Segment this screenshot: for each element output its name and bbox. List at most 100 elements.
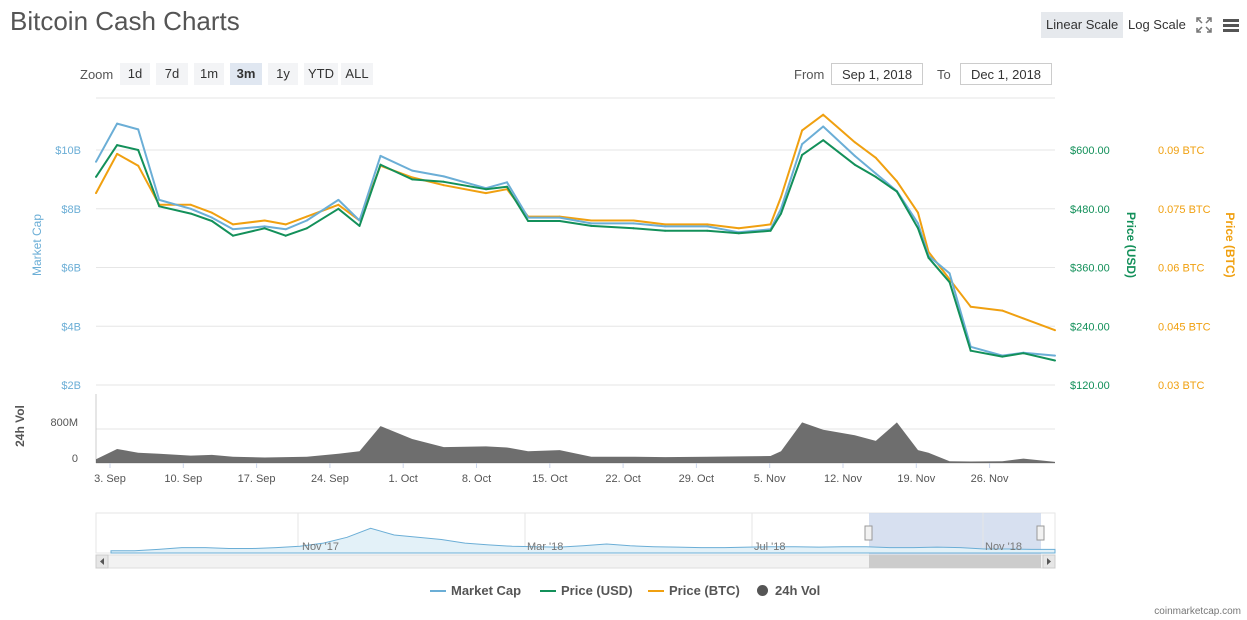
market-cap-point — [411, 169, 414, 172]
price-btc-point — [632, 219, 635, 222]
price-usd-point — [1022, 352, 1025, 355]
price-btc-point — [337, 203, 340, 206]
usd-axis-tick-label: $360.00 — [1070, 263, 1110, 275]
price-btc-point — [1001, 309, 1004, 312]
price-usd-point — [305, 227, 308, 230]
scrollbar-thumb — [869, 555, 1041, 568]
to-date-input[interactable] — [960, 63, 1052, 85]
zoom-ytd-button[interactable]: YTD — [304, 63, 338, 85]
usd-axis-tick-label: $600.00 — [1070, 145, 1110, 157]
legend-market-cap[interactable]: Market Cap — [430, 583, 521, 598]
scrollbar-left-arrow-icon — [100, 558, 104, 565]
to-label: To — [937, 67, 951, 82]
price-btc-point — [590, 219, 593, 222]
credit-link[interactable]: coinmarketcap.com — [1154, 606, 1241, 617]
price-btc-point — [917, 211, 919, 214]
market-cap-line — [95, 122, 1056, 357]
price-usd-point — [95, 175, 97, 178]
price-usd-swatch — [540, 589, 556, 592]
price-btc-point — [263, 219, 266, 222]
market-cap-point — [232, 228, 234, 231]
log-scale-button[interactable]: Log Scale — [1128, 17, 1186, 32]
legend-24h-vol[interactable]: 24h Vol — [757, 583, 820, 598]
usd-axis-title: Price (USD) — [1124, 212, 1138, 278]
price-btc-point — [706, 223, 709, 226]
hamburger-menu-icon[interactable] — [1220, 14, 1242, 36]
price-usd-point — [1001, 355, 1004, 358]
zoom-1d-button[interactable]: 1d — [120, 63, 150, 85]
market-cap-point — [853, 154, 856, 157]
navigator-series — [110, 527, 1056, 554]
price-usd-point — [358, 224, 361, 227]
legend-price-usd-label: Price (USD) — [561, 583, 633, 598]
market-cap-point — [95, 160, 97, 163]
from-label: From — [794, 67, 825, 82]
price-usd-point — [927, 256, 930, 259]
market-cap-point — [379, 154, 382, 157]
market-cap-point — [358, 219, 361, 222]
zoom-all-button[interactable]: ALL — [341, 63, 373, 85]
navigator-left-handle — [864, 525, 873, 541]
price-btc-point — [210, 211, 213, 214]
market-cap-point — [874, 172, 877, 175]
price-btc-point — [284, 223, 287, 226]
price-usd-point — [632, 227, 635, 230]
market-cap-point — [506, 181, 508, 184]
zoom-1m-button[interactable]: 1m — [194, 63, 224, 85]
btc-axis-title: Price (BTC) — [1223, 212, 1237, 277]
price-btc-point — [484, 192, 487, 195]
market-cap-point — [706, 225, 709, 228]
legend-price-usd[interactable]: Price (USD) — [540, 583, 633, 598]
zoom-7d-button[interactable]: 7d — [156, 63, 188, 85]
zoom-1y-button[interactable]: 1y — [268, 63, 298, 85]
market-cap-point — [284, 228, 287, 231]
fullscreen-icon[interactable] — [1193, 14, 1215, 36]
price-usd-point — [1054, 359, 1056, 362]
price-usd-point — [506, 185, 508, 188]
x-tick-label: 1. Oct — [389, 473, 418, 485]
x-tick-label: 8. Oct — [462, 473, 491, 485]
price-btc-line — [95, 113, 1056, 332]
btc-axis-tick-label: 0.06 BTC — [1158, 263, 1205, 275]
price-btc-point — [189, 203, 192, 206]
market-cap-point — [1054, 354, 1056, 357]
price-series — [95, 113, 1056, 362]
price-btc-point — [822, 113, 825, 116]
legend-price-btc-label: Price (BTC) — [669, 583, 740, 598]
linear-scale-button[interactable]: Linear Scale — [1041, 12, 1124, 38]
volume-series — [96, 422, 1055, 463]
chart-grid — [95, 97, 1055, 464]
price-btc-point — [853, 141, 856, 144]
zoom-label: Zoom — [80, 67, 114, 82]
price-btc-point — [442, 184, 445, 187]
usd-axis-tick-label: $480.00 — [1070, 204, 1110, 216]
market-cap-point — [263, 225, 266, 228]
from-date-input[interactable] — [831, 63, 923, 85]
zoom-3m-button[interactable]: 3m — [230, 63, 262, 85]
legend-price-btc[interactable]: Price (BTC) — [648, 583, 740, 598]
price-btc-point — [95, 192, 97, 195]
price-btc-point — [895, 180, 898, 183]
x-tick-label: 29. Oct — [679, 473, 714, 485]
x-tick-label: 12. Nov — [824, 473, 862, 485]
price-usd-point — [737, 232, 740, 235]
market-cap-point — [917, 222, 919, 225]
price-usd-point — [895, 190, 898, 193]
scrollbar-right-arrow-icon — [1047, 558, 1051, 565]
volume-dot — [757, 585, 768, 596]
price-usd-point — [769, 229, 772, 232]
x-tick-label: 19. Nov — [897, 473, 935, 485]
price-usd-point — [706, 229, 709, 232]
x-tick-label: 17. Sep — [238, 473, 276, 485]
market-cap-point — [305, 219, 308, 222]
market-cap-point — [632, 222, 635, 225]
market-cap-point — [948, 272, 951, 275]
price-usd-point — [527, 220, 530, 222]
navigator-x-label: Nov '17 — [302, 541, 339, 553]
price-btc-point — [116, 152, 119, 155]
navigator: Nov '17 Mar '18 Jul '18 Nov '18 — [95, 512, 1056, 569]
btc-axis-tick-label: 0.045 BTC — [1158, 321, 1211, 333]
price-usd-point — [379, 163, 382, 166]
x-tick-label: 10. Sep — [164, 473, 202, 485]
navigator-right-handle — [1036, 525, 1045, 541]
